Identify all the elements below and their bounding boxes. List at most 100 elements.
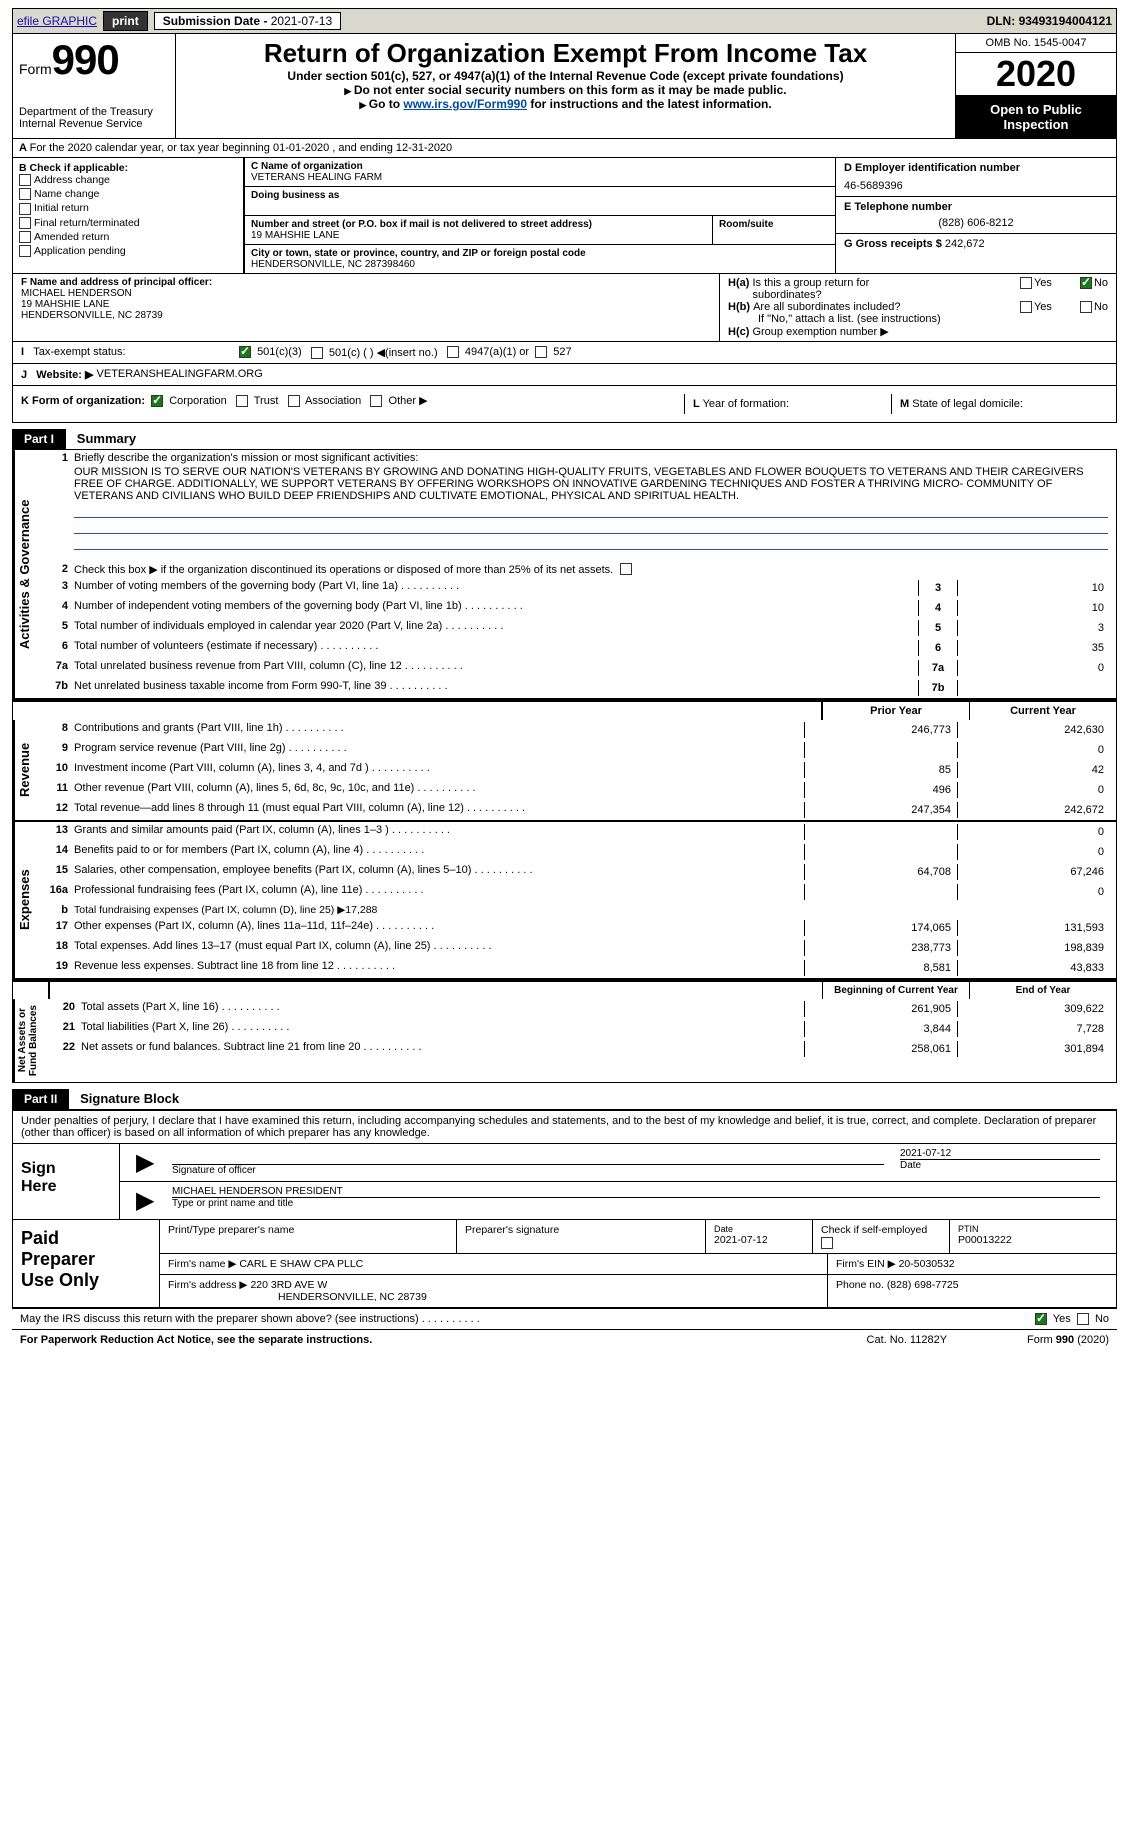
subtitle-2: Do not enter social security numbers on … [184, 83, 947, 97]
year-formation: L Year of formation: [684, 394, 891, 414]
chk-trust[interactable]: Trust [236, 395, 279, 407]
line-12: 12Total revenue—add lines 8 through 11 (… [34, 800, 1116, 820]
section-bcdeg: B Check if applicable: Address change Na… [12, 158, 1117, 274]
row-i: I Tax-exempt status: 501(c)(3) 501(c) ( … [12, 342, 1117, 364]
tab-activities: Activities & Governance [13, 450, 34, 698]
tax-year: 2020 [956, 53, 1116, 96]
part2-title: Signature Block [72, 1091, 179, 1106]
chk-corp[interactable]: Corporation [151, 395, 227, 407]
sig-officer-label: Signature of officer [172, 1164, 884, 1176]
dba-cell: Doing business as [245, 187, 835, 216]
period-a: A For the 2020 calendar year, or tax yea… [12, 139, 1117, 158]
row-j: J Website: ▶ VETERANSHEALINGFARM.ORG [12, 364, 1117, 386]
gross-cell: G Gross receipts $ 242,672 [836, 234, 1116, 254]
line-22: 22Net assets or fund balances. Subtract … [41, 1039, 1116, 1059]
line-7a: 7aTotal unrelated business revenue from … [34, 658, 1116, 678]
line-16a: 16aProfessional fundraising fees (Part I… [34, 882, 1116, 902]
website-link[interactable]: VETERANSHEALINGFARM.ORG [97, 368, 263, 381]
irs-link[interactable]: www.irs.gov/Form990 [403, 97, 527, 111]
hb-no[interactable]: No [1072, 301, 1108, 313]
ha-yes[interactable]: Yes [1012, 277, 1052, 301]
omb-no: OMB No. 1545-0047 [956, 34, 1116, 53]
part1-header: Part I [12, 429, 66, 449]
line-6: 6Total number of volunteers (estimate if… [34, 638, 1116, 658]
form-number: Form990 [19, 36, 169, 84]
hb-yes[interactable]: Yes [1012, 301, 1052, 313]
line-8: 8Contributions and grants (Part VIII, li… [34, 720, 1116, 740]
efile-link[interactable]: efile GRAPHIC [17, 14, 97, 28]
line-b: bTotal fundraising expenses (Part IX, co… [34, 902, 1116, 918]
line-9: 9Program service revenue (Part VIII, lin… [34, 740, 1116, 760]
section-fh: F Name and address of principal officer:… [12, 274, 1117, 342]
form-title: Return of Organization Exempt From Incom… [184, 38, 947, 69]
row-klm: K Form of organization: Corporation Trus… [12, 386, 1117, 423]
part1-title: Summary [69, 431, 136, 446]
paid-label: PaidPreparerUse Only [13, 1220, 159, 1306]
city-cell: City or town, state or province, country… [245, 245, 835, 273]
subtitle-3: Go to www.irs.gov/Form990 for instructio… [184, 97, 947, 111]
h-cell: H(a) Is this a group return forsubordina… [720, 274, 1116, 341]
chk-501c[interactable]: 501(c) ( ) ◀(insert no.) [311, 346, 438, 359]
chk-527[interactable]: 527 [535, 346, 571, 359]
print-button[interactable]: print [103, 11, 148, 31]
subtitle-1: Under section 501(c), 527, or 4947(a)(1)… [184, 69, 947, 83]
tab-revenue: Revenue [13, 720, 34, 820]
chk-4947[interactable]: 4947(a)(1) or [447, 346, 529, 359]
line-17: 17Other expenses (Part IX, column (A), l… [34, 918, 1116, 938]
org-name: VETERANS HEALING FARM [251, 172, 829, 183]
phone-cell: E Telephone number (828) 606-8212 [836, 197, 1116, 234]
col-b: B Check if applicable: Address change Na… [13, 158, 245, 273]
chk-assoc[interactable]: Association [288, 395, 362, 407]
line-14: 14Benefits paid to or for members (Part … [34, 842, 1116, 862]
line-15: 15Salaries, other compensation, employee… [34, 862, 1116, 882]
chk-amended-return[interactable]: Amended return [19, 231, 237, 243]
signature-block: Under penalties of perjury, I declare th… [12, 1109, 1117, 1220]
na-header: Beginning of Current Year End of Year [13, 980, 1116, 999]
chk-501c3[interactable]: 501(c)(3) [239, 346, 302, 359]
line-13: 13Grants and similar amounts paid (Part … [34, 822, 1116, 842]
line-5: 5Total number of individuals employed in… [34, 618, 1116, 638]
part1-box: Activities & Governance 1Briefly describ… [12, 449, 1117, 1083]
state-domicile: M State of legal domicile: [891, 394, 1108, 414]
chk-initial-return[interactable]: Initial return [19, 202, 237, 214]
line-7b: 7bNet unrelated business taxable income … [34, 678, 1116, 698]
chk-address-change[interactable]: Address change [19, 174, 237, 186]
line-3: 3Number of voting members of the governi… [34, 578, 1116, 598]
submission-date: Submission Date - 2021-07-13 [154, 12, 341, 30]
chk-other[interactable]: Other ▶ [370, 395, 427, 407]
ha-no[interactable]: No [1072, 277, 1108, 301]
officer-name: MICHAEL HENDERSON PRESIDENT [172, 1186, 1100, 1197]
mission-text: OUR MISSION IS TO SERVE OUR NATION'S VET… [34, 466, 1116, 502]
chk-final-return[interactable]: Final return/terminated [19, 217, 237, 229]
dept-treasury: Department of the Treasury [19, 106, 169, 118]
sig-date: 2021-07-12 [900, 1148, 1100, 1159]
line-20: 20Total assets (Part X, line 16)261,9053… [41, 999, 1116, 1019]
sign-here-label: SignHere [13, 1144, 119, 1219]
line-21: 21Total liabilities (Part X, line 26)3,8… [41, 1019, 1116, 1039]
dept-irs: Internal Revenue Service [19, 118, 169, 130]
top-bar: efile GRAPHIC print Submission Date - 20… [12, 8, 1117, 34]
may-discuss: May the IRS discuss this return with the… [12, 1308, 1117, 1329]
dln: DLN: 93493194004121 [987, 14, 1112, 28]
open-public: Open to PublicInspection [956, 96, 1116, 138]
two-col-header: Prior Year Current Year [13, 700, 1116, 720]
tab-netassets: Net Assets orFund Balances [13, 999, 41, 1082]
street-cell: Number and street (or P.O. box if mail i… [245, 216, 835, 245]
org-street: 19 MAHSHIE LANE [251, 230, 706, 241]
tab-expenses: Expenses [13, 822, 34, 978]
officer-cell: F Name and address of principal officer:… [13, 274, 720, 341]
line-11: 11Other revenue (Part VIII, column (A), … [34, 780, 1116, 800]
line-19: 19Revenue less expenses. Subtract line 1… [34, 958, 1116, 978]
chk-name-change[interactable]: Name change [19, 188, 237, 200]
org-name-cell: C Name of organization VETERANS HEALING … [245, 158, 835, 187]
ein-cell: D Employer identification number 46-5689… [836, 158, 1116, 197]
chk-application-pending[interactable]: Application pending [19, 245, 237, 257]
page-footer: For Paperwork Reduction Act Notice, see … [12, 1329, 1117, 1350]
may-no[interactable]: No [1077, 1313, 1109, 1325]
paid-preparer: PaidPreparerUse Only Print/Type preparer… [12, 1220, 1117, 1307]
form-header: Form990 Department of the Treasury Inter… [12, 34, 1117, 139]
org-city: HENDERSONVILLE, NC 287398460 [251, 259, 829, 270]
may-yes[interactable]: Yes [1035, 1313, 1071, 1325]
line-4: 4Number of independent voting members of… [34, 598, 1116, 618]
line-10: 10Investment income (Part VIII, column (… [34, 760, 1116, 780]
